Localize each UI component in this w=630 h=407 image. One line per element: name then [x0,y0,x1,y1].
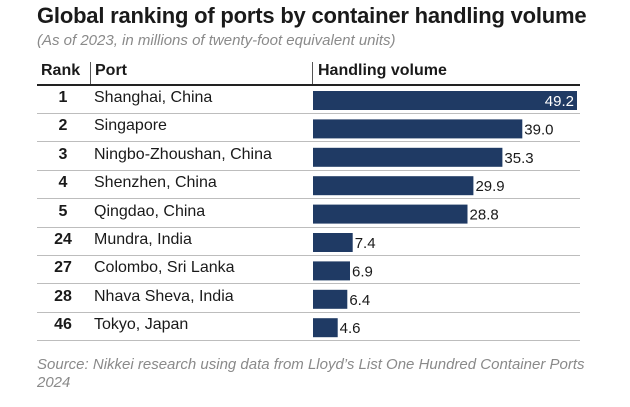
rank-cell: 28 [54,287,72,305]
bar [313,147,503,167]
table-row: 27 Colombo, Sri Lanka [37,256,580,285]
chart-title: Global ranking of ports by container han… [37,3,587,28]
data-label: 7.4 [355,235,376,252]
rank-header: Rank [41,62,81,79]
table-row: 1 Shanghai, China [37,86,580,114]
volume-header: Handling volume [318,62,447,79]
table-row: 2 Singapore [37,114,580,143]
source-note: Source: Nikkei research using data from … [37,356,585,391]
chart-subtitle: (As of 2023, in millions of twenty-foot … [37,32,396,49]
data-label: 29.9 [475,178,504,195]
rank-cell: 27 [54,259,72,277]
rank-cell: 5 [58,202,68,220]
table-row: 46 Tokyo, Japan [37,313,580,342]
port-cell: Qingdao, China [94,202,206,220]
port-cell: Ningbo-Zhoushan, China [94,145,272,163]
bar [313,119,523,139]
table-row: 24 Mundra, India [37,228,580,256]
rank-cell: 2 [58,117,68,135]
table-row: 3 Ningbo-Zhoushan, China [37,143,580,171]
bar [313,91,577,110]
rank-cell: 3 [58,145,68,163]
rank-cell: 24 [54,231,72,248]
port-cell: Tokyo, Japan [94,316,189,334]
table-row: 28 Nhava Sheva, India [37,285,580,313]
port-header: Port [95,62,127,79]
table-row: 4 Shenzhen, China [37,171,580,200]
table-row: 5 Qingdao, China [37,200,580,228]
bar [313,261,350,281]
bar [313,318,338,338]
header-separator [312,62,313,84]
bar [313,289,348,309]
bar [313,233,353,252]
data-label: 39.0 [524,121,553,138]
data-label: 35.3 [504,150,533,167]
port-cell: Singapore [94,117,167,135]
port-cell: Nhava Sheva, India [94,287,234,305]
bar [313,176,474,196]
header-separator [90,62,91,84]
rank-cell: 46 [54,316,72,334]
rank-cell: 1 [58,89,68,106]
header-rule [37,84,580,86]
port-cell: Mundra, India [94,231,192,248]
port-cell: Shenzhen, China [94,174,217,192]
data-label: 6.9 [352,263,373,280]
port-cell: Colombo, Sri Lanka [94,259,235,277]
port-cell: Shanghai, China [94,89,213,106]
data-label: 28.8 [470,207,499,224]
data-label: 4.6 [340,320,361,337]
rank-cell: 4 [58,174,68,192]
bar [313,204,468,224]
data-label: 49.2 [545,93,574,110]
data-label: 6.4 [349,292,370,309]
